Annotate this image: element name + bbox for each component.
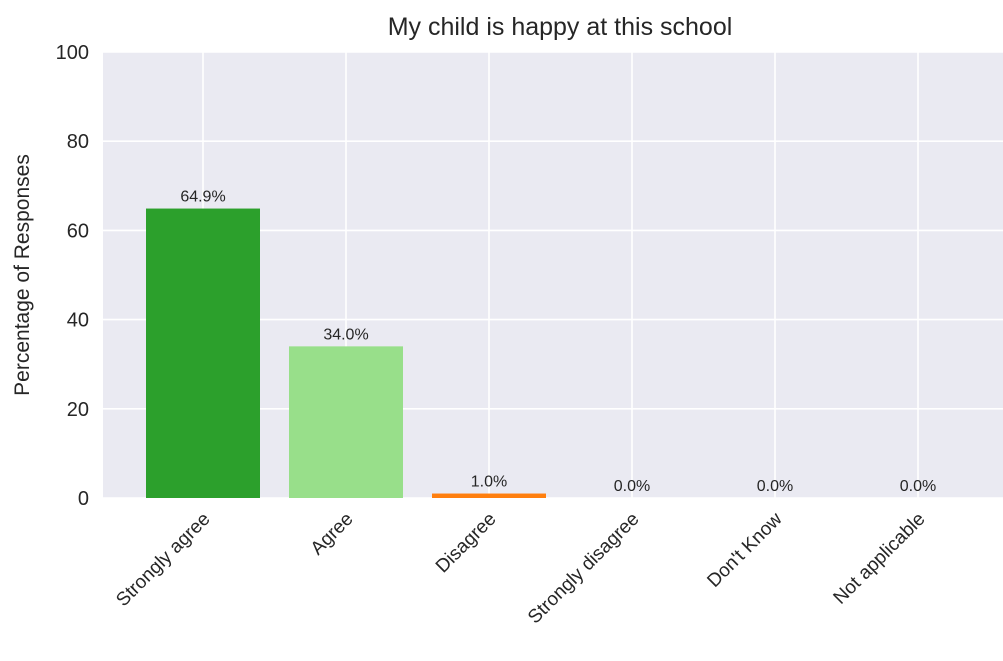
bar-disagree bbox=[432, 493, 546, 498]
bar-data-label: 0.0% bbox=[757, 478, 793, 495]
x-tick-label: Disagree bbox=[432, 509, 501, 578]
x-tick-label: Strongly disagree bbox=[524, 509, 643, 628]
y-axis-ticks: 0 20 40 60 80 100 bbox=[56, 42, 89, 510]
y-tick-label: 100 bbox=[56, 42, 89, 64]
bar-data-label: 1.0% bbox=[471, 474, 507, 491]
bars bbox=[146, 208, 546, 498]
y-tick-label: 40 bbox=[67, 310, 89, 332]
x-tick-label: Agree bbox=[307, 509, 358, 560]
y-tick-label: 20 bbox=[67, 399, 89, 421]
y-axis-title: Percentage of Responses bbox=[11, 154, 34, 396]
chart-title: My child is happy at this school bbox=[388, 13, 733, 41]
bar-agree bbox=[289, 346, 403, 498]
bar-data-label: 0.0% bbox=[900, 478, 936, 495]
x-tick-label: Don't Know bbox=[703, 508, 786, 591]
x-tick-label: Strongly agree bbox=[112, 509, 214, 611]
bar-data-labels: 64.9% 34.0% 1.0% 0.0% 0.0% 0.0% bbox=[180, 189, 936, 495]
bar-data-label: 0.0% bbox=[614, 478, 650, 495]
y-tick-label: 60 bbox=[67, 220, 89, 242]
y-tick-label: 80 bbox=[67, 131, 89, 153]
x-tick-label: Not applicable bbox=[830, 509, 930, 609]
bar-data-label: 64.9% bbox=[180, 189, 225, 206]
x-axis-ticks: Strongly agree Agree Disagree Strongly disa… bbox=[112, 508, 929, 628]
y-tick-label: 0 bbox=[78, 488, 89, 510]
bar-data-label: 34.0% bbox=[323, 326, 368, 343]
bar-strongly-agree bbox=[146, 208, 260, 498]
